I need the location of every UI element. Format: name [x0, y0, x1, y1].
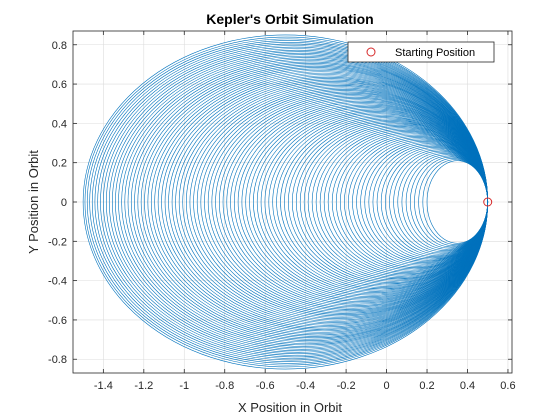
start-marker-series [483, 197, 493, 207]
x-tick-label: 0.2 [419, 380, 434, 392]
chart-title: Kepler's Orbit Simulation [206, 11, 373, 27]
tick-marks [73, 31, 512, 373]
y-tick-label: 0.2 [52, 158, 67, 170]
y-axis-label: Y Position in Orbit [26, 150, 41, 254]
orbit-path [426, 160, 489, 244]
x-tick-label: -0.4 [296, 380, 315, 392]
x-tick-label: -0.8 [215, 380, 234, 392]
y-tick-label: 0 [61, 197, 67, 209]
y-tick-label: -0.8 [48, 354, 67, 366]
starting-position-marker [483, 197, 493, 207]
x-tick-label: 0 [384, 380, 390, 392]
x-tick-label: 0.6 [500, 380, 515, 392]
orbit-series [82, 34, 489, 370]
x-tick-label: -1.2 [134, 380, 153, 392]
legend-box [347, 41, 495, 63]
x-tick-label: -0.2 [337, 380, 356, 392]
y-tick-label: 0.4 [52, 118, 67, 130]
x-tick-label: 0.4 [460, 380, 475, 392]
x-tick-label: -1.4 [94, 380, 113, 392]
y-tick-label: -0.2 [48, 236, 67, 248]
y-tick-label: -0.6 [48, 315, 67, 327]
y-tick-label: -0.4 [48, 276, 67, 288]
x-axis-label: X Position in Orbit [238, 400, 342, 415]
tick-labels: -1.4 -1.2 -1 -0.8 -0.6 -0.4 -0.2 0 0.2 0.4 0.6 -0.8… [48, 40, 516, 392]
y-tick-label: 0.8 [52, 40, 67, 52]
x-tick-label: -1 [179, 380, 189, 392]
x-tick-label: -0.6 [256, 380, 275, 392]
legend-entry-starting-position: Starting Position [395, 47, 475, 59]
legend-marker-icon [366, 47, 376, 57]
legend: Starting Position [347, 41, 495, 63]
y-tick-label: 0.6 [52, 79, 67, 91]
